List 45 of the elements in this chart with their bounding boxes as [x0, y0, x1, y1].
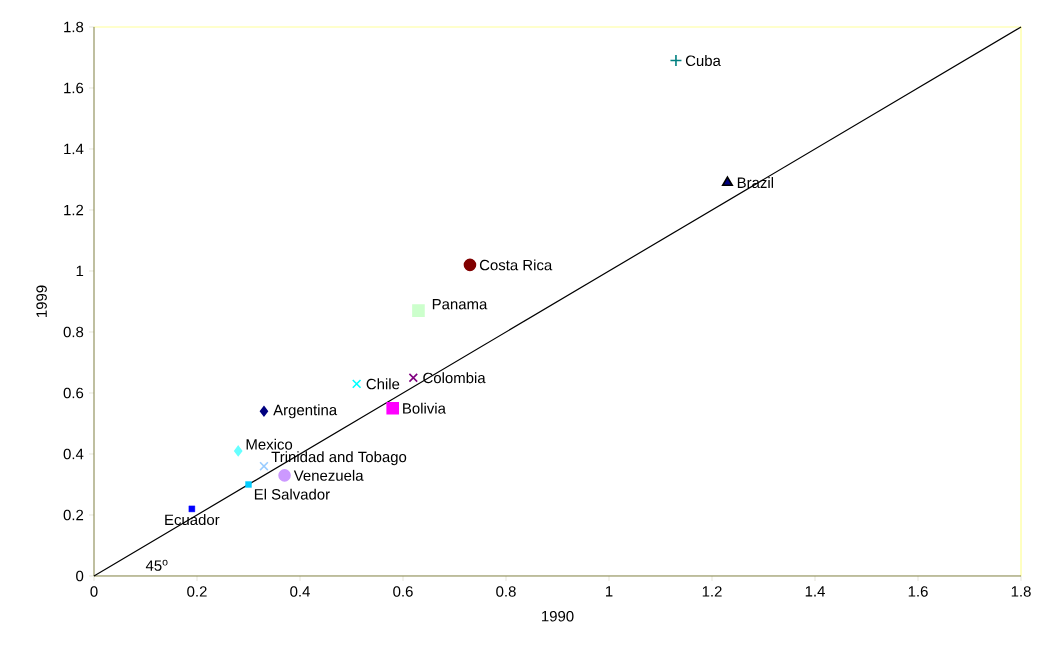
- x-tick-label: 0.6: [393, 586, 413, 597]
- point: [245, 481, 252, 488]
- point: [412, 304, 425, 317]
- x-tick-label: 0.8: [496, 586, 516, 597]
- x-tick-label: 1: [606, 586, 613, 597]
- x-tick-label: 1.4: [805, 586, 825, 597]
- x-tick-label: 0.2: [187, 586, 207, 597]
- y-tick-label: 1.4: [64, 143, 84, 155]
- x-tick-label: 1.8: [1011, 586, 1031, 597]
- y-tick-label: 1.2: [64, 204, 84, 216]
- point: [259, 461, 269, 471]
- series-label: Chile: [366, 378, 400, 390]
- point: [278, 469, 291, 482]
- point: [721, 176, 734, 187]
- y-tick-label: 0.8: [63, 326, 84, 338]
- y-tick-label: 1.6: [64, 82, 84, 94]
- y-tick-label: 0.4: [63, 448, 84, 460]
- y-axis-title: 1999: [36, 285, 47, 317]
- x-tick-label: 0: [90, 586, 98, 597]
- x-tick-label: 1.6: [908, 586, 928, 597]
- x-axis-title: 1990: [542, 610, 574, 622]
- series-label: Bolivia: [403, 402, 446, 414]
- series-label: Costa Rica: [479, 259, 553, 271]
- series-label: Cuba: [685, 55, 721, 67]
- x-tick-label: 0.4: [290, 586, 310, 597]
- point: [408, 373, 418, 383]
- series-label: Venezuela: [293, 469, 364, 481]
- y-tick-label: 1: [76, 265, 84, 277]
- series-label: Argentina: [273, 404, 338, 419]
- point: [386, 401, 400, 415]
- point: [234, 445, 243, 457]
- annotation: 45$^{o}$: [145, 559, 168, 571]
- x-tick-label: 1.2: [702, 586, 722, 597]
- point: [669, 54, 683, 67]
- y-tick-label: 1.8: [64, 21, 84, 33]
- point: [351, 379, 362, 389]
- point: [259, 405, 269, 417]
- series-label: Mexico: [246, 438, 293, 450]
- y-tick-label: 0.6: [63, 387, 84, 399]
- point: [463, 258, 477, 272]
- y-tick-label: 0: [76, 570, 84, 582]
- series-label: Panama: [432, 299, 488, 310]
- point: [188, 505, 196, 513]
- y-tick-label: 0.2: [63, 509, 84, 521]
- series-label: El Salvador: [254, 488, 330, 500]
